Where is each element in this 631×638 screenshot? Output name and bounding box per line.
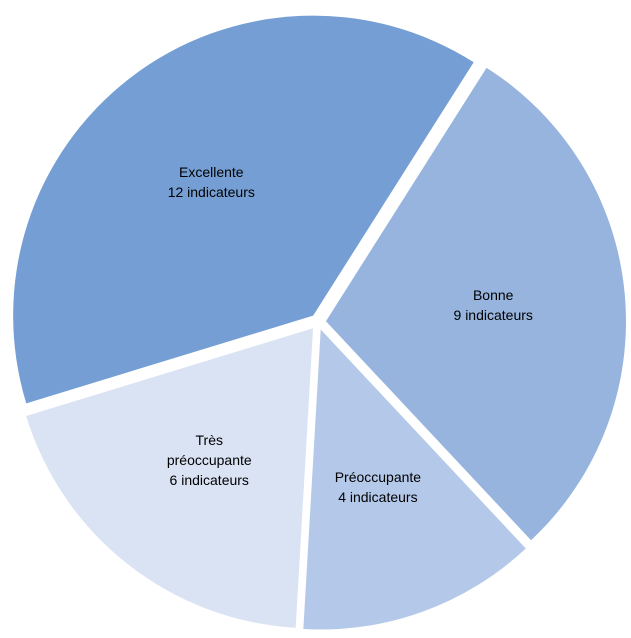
category-label: Bonne: [472, 287, 514, 304]
category-label: Excellente: [178, 164, 244, 181]
value-label: 6 indicateurs: [169, 472, 249, 489]
value-label: 4 indicateurs: [338, 489, 418, 506]
slice-label: Bonne 9 indicateurs: [438, 285, 548, 325]
pie-slice: [26, 328, 314, 628]
slice-label: Préoccupante 4 indicateurs: [323, 467, 433, 507]
slice-label: Excellente 12 indicateurs: [156, 162, 266, 202]
pie-slice: [303, 329, 526, 630]
pie-slice: [325, 67, 626, 541]
value-label: 9 indicateurs: [453, 307, 533, 324]
slice-label: Très préoccupante 6 indicateurs: [154, 430, 264, 490]
value-label: 12 indicateurs: [167, 184, 255, 201]
pie-slice: [13, 15, 474, 404]
category-label: Très préoccupante: [166, 432, 252, 469]
category-label: Préoccupante: [334, 469, 422, 486]
